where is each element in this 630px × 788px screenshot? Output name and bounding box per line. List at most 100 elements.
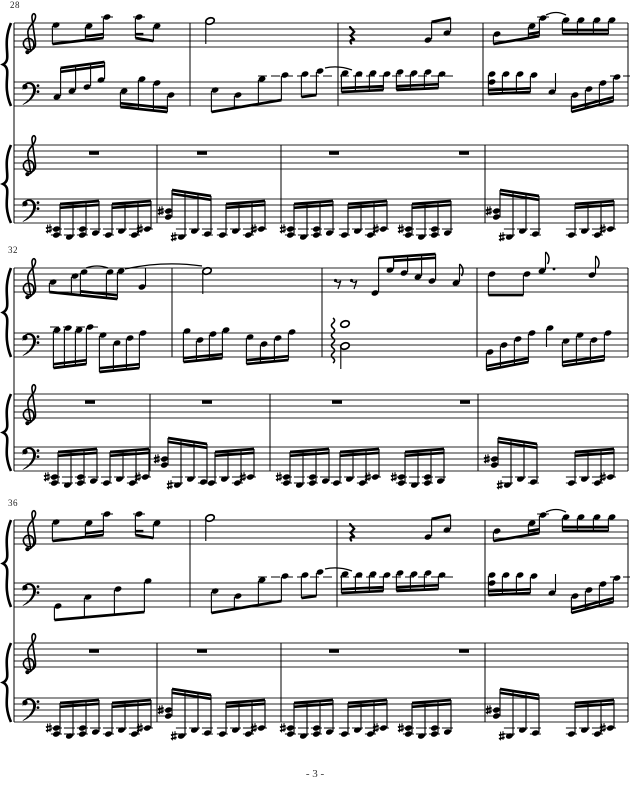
notehead	[604, 330, 612, 336]
beam	[339, 451, 380, 458]
notehead	[52, 22, 60, 28]
notehead	[89, 478, 97, 484]
notehead	[260, 341, 268, 347]
beam	[404, 447, 445, 454]
notehead	[369, 571, 377, 577]
beam	[225, 199, 266, 206]
notehead	[443, 230, 451, 236]
notehead	[593, 514, 601, 520]
bass-clef-icon	[36, 341, 40, 344]
beam	[528, 527, 540, 533]
beam	[246, 358, 289, 366]
notehead	[523, 271, 531, 277]
page-number: - 3 -	[305, 768, 325, 780]
notehead	[231, 228, 239, 234]
notehead	[438, 572, 446, 578]
beam	[571, 99, 614, 114]
beam	[80, 290, 118, 297]
notehead	[502, 71, 510, 77]
notehead	[424, 534, 432, 540]
beam	[99, 362, 140, 370]
treble-clef-icon	[25, 421, 30, 426]
sharp-icon	[485, 207, 492, 215]
brace-icon	[0, 144, 13, 224]
beam	[289, 447, 330, 454]
bass-clef-icon	[22, 698, 36, 721]
notehead	[608, 514, 616, 520]
notehead	[164, 713, 172, 719]
sharp-icon	[397, 724, 404, 732]
beam	[293, 702, 334, 709]
notehead	[580, 727, 588, 733]
notehead	[599, 80, 607, 86]
sharp-icon	[498, 732, 505, 740]
beam	[214, 447, 255, 454]
treble-clef-icon	[22, 257, 37, 299]
notehead	[493, 31, 501, 37]
beam	[341, 88, 384, 94]
sharp-icon	[372, 724, 379, 732]
notehead	[452, 280, 460, 286]
eighth-flag	[595, 255, 600, 269]
beam	[53, 358, 87, 366]
notehead	[49, 279, 57, 285]
brace-icon	[0, 519, 13, 608]
beam	[183, 356, 223, 364]
beam	[57, 447, 98, 454]
beam	[497, 440, 538, 450]
notehead	[325, 729, 333, 735]
beam	[396, 86, 439, 92]
notehead	[353, 727, 361, 733]
notehead	[85, 23, 93, 29]
notehead	[608, 17, 616, 23]
beam	[289, 451, 330, 458]
sharp-icon	[599, 473, 606, 481]
notehead	[548, 590, 556, 596]
beam	[411, 203, 452, 210]
whole-rest	[89, 649, 99, 653]
beam	[111, 203, 152, 210]
bass-clef-icon	[36, 201, 40, 205]
notehead	[353, 228, 361, 234]
bass-clef-icon	[36, 700, 40, 703]
sharp-icon	[170, 233, 177, 241]
notehead	[576, 332, 584, 338]
notehead	[355, 71, 363, 77]
notehead	[486, 349, 494, 355]
notehead	[341, 70, 349, 76]
half-notehead	[204, 513, 216, 523]
beam	[109, 451, 150, 458]
beam	[293, 698, 334, 705]
bass-clef-icon	[22, 333, 36, 356]
augmentation-dot	[552, 267, 556, 271]
notehead	[203, 231, 211, 237]
notehead	[492, 214, 500, 220]
beam	[85, 32, 104, 38]
bass-clef-icon	[36, 90, 40, 93]
notehead	[301, 71, 309, 77]
treble-clef-icon	[22, 632, 37, 674]
notehead	[68, 88, 76, 94]
notehead	[190, 228, 198, 234]
beam	[171, 691, 212, 701]
treble-clef-icon	[25, 172, 30, 177]
notehead	[529, 479, 537, 485]
notehead	[443, 527, 451, 533]
notehead	[117, 727, 125, 733]
beam	[59, 203, 100, 210]
notehead	[516, 572, 524, 578]
beam	[52, 533, 104, 543]
half-notehead	[339, 341, 351, 351]
notehead	[138, 284, 146, 290]
notehead	[52, 519, 60, 525]
notehead	[488, 71, 496, 77]
sharp-icon	[170, 732, 177, 740]
notehead	[220, 476, 228, 482]
sharp-icon	[153, 455, 160, 463]
notehead	[548, 89, 556, 95]
beam	[347, 702, 388, 709]
beam	[562, 358, 605, 368]
beam	[431, 16, 451, 24]
notehead	[488, 572, 496, 578]
